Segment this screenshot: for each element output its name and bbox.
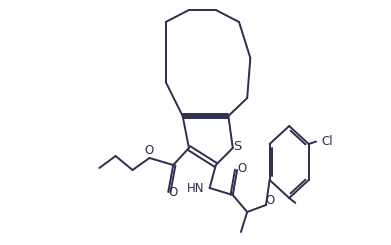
Text: HN: HN [187,182,205,195]
Text: O: O [265,194,274,207]
Text: O: O [168,185,177,198]
Text: O: O [145,144,154,157]
Text: S: S [233,140,241,153]
Text: Cl: Cl [321,135,333,148]
Text: O: O [237,162,246,175]
